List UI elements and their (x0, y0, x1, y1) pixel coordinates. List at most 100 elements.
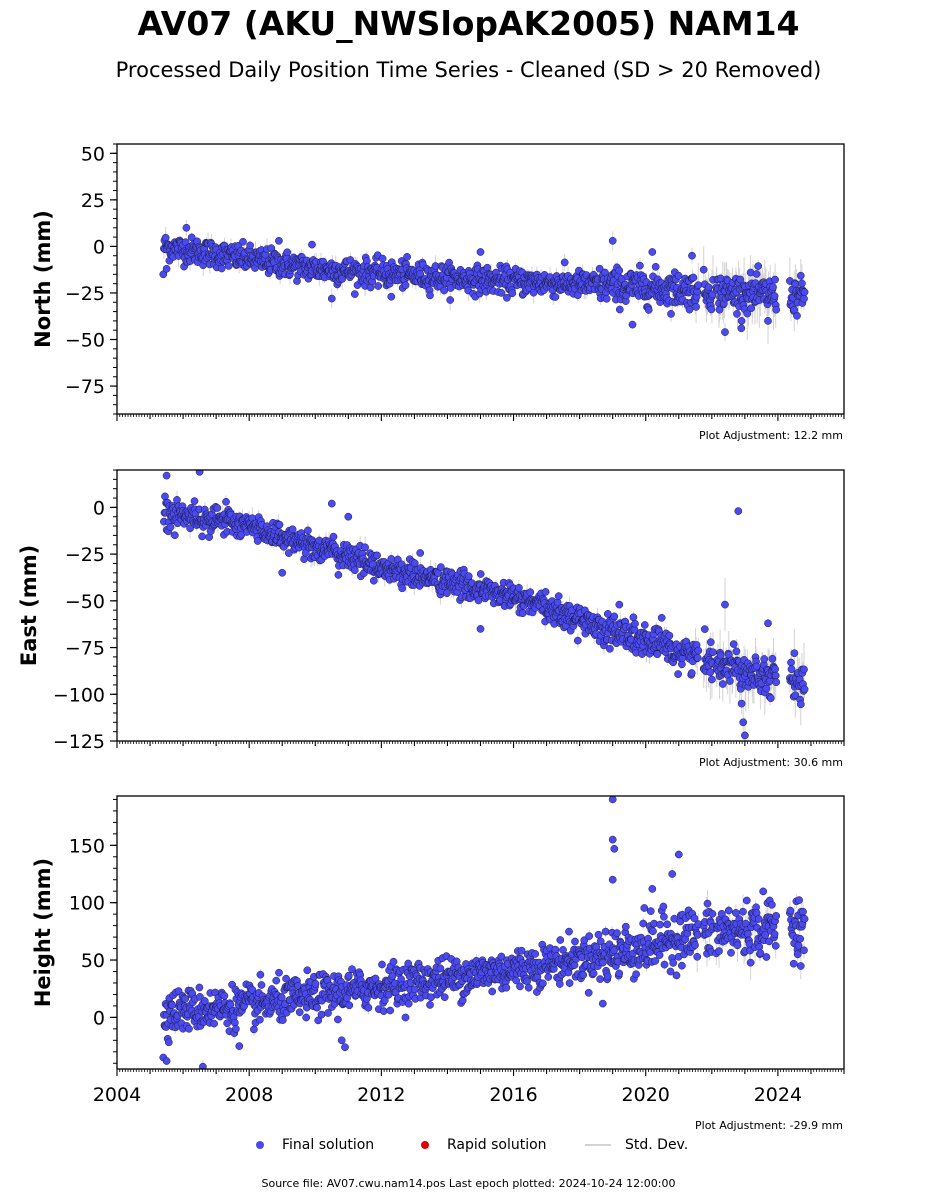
data-point (278, 1016, 287, 1024)
data-point (732, 647, 741, 656)
y-tick-label: 0 (93, 236, 105, 258)
data-point (706, 668, 715, 677)
data-point (685, 305, 694, 314)
data-point (387, 292, 396, 301)
east-axis-label: East (mm) (17, 545, 41, 666)
north-axis-label: North (mm) (31, 210, 55, 348)
east-plot-adjustment: Plot Adjustment: 30.6 mm (699, 756, 843, 769)
data-point (796, 271, 805, 280)
y-tick-label: −25 (65, 283, 105, 305)
data-point (410, 559, 419, 568)
north-panel: 50 25 0 −25 −50 −75 North (mm) Plot Adjustment:… (31, 143, 845, 442)
north-data-points (159, 219, 809, 344)
data-point (733, 310, 741, 318)
data-point (311, 979, 320, 988)
data-point (718, 680, 727, 688)
data-point (771, 671, 780, 680)
data-point (503, 293, 511, 302)
data-point (517, 946, 526, 955)
data-point (223, 1019, 232, 1028)
data-point (170, 531, 179, 540)
data-point (302, 1013, 311, 1022)
data-point (721, 600, 729, 609)
data-point (651, 262, 660, 271)
data-point (246, 241, 254, 250)
data-point (369, 576, 378, 585)
data-point (687, 669, 696, 677)
data-point (181, 994, 190, 1003)
data-point (344, 971, 353, 980)
data-point (213, 504, 222, 512)
data-point (182, 223, 191, 232)
data-point (716, 651, 725, 660)
east-points-group (160, 470, 809, 740)
data-point (275, 520, 284, 529)
data-point (790, 649, 799, 658)
data-point (772, 678, 781, 687)
data-point (556, 936, 565, 944)
data-point (734, 507, 743, 515)
east-panel: 0 −25 −50 −75 −100 −125 East (mm) Plot Adjustme… (17, 469, 845, 769)
y-tick-label: 0 (93, 497, 105, 519)
data-point (747, 304, 756, 313)
data-point (551, 945, 560, 954)
data-point (648, 248, 657, 256)
data-point (508, 289, 517, 298)
data-point (800, 288, 809, 296)
data-point (387, 555, 396, 563)
data-point (708, 675, 716, 684)
data-point (186, 524, 194, 533)
data-point (371, 974, 380, 983)
height-points-group (159, 796, 809, 1069)
data-point (800, 685, 809, 694)
data-point (275, 236, 283, 245)
data-point (793, 311, 801, 320)
data-point (518, 609, 527, 618)
data-point (224, 262, 233, 270)
data-point (737, 317, 746, 325)
data-point (404, 959, 413, 968)
data-point (667, 310, 675, 318)
data-point (483, 263, 492, 272)
data-point (314, 1016, 323, 1025)
data-point (476, 625, 485, 633)
data-point (239, 237, 247, 246)
north-plot-adjustment: Plot Adjustment: 12.2 mm (699, 429, 843, 442)
data-point (787, 658, 795, 667)
data-point (608, 236, 617, 245)
data-point (800, 665, 808, 674)
data-point (615, 305, 624, 314)
data-point (497, 289, 506, 297)
data-point (516, 982, 524, 991)
data-point (426, 291, 434, 300)
data-point (771, 275, 779, 284)
data-point (378, 254, 387, 263)
data-point (629, 613, 638, 622)
height-data-points (159, 796, 809, 1069)
data-point (791, 691, 800, 700)
data-point (764, 619, 772, 628)
data-point (256, 970, 265, 979)
data-point (256, 1015, 264, 1024)
data-point (398, 584, 407, 593)
data-point (282, 974, 290, 983)
data-point (416, 549, 425, 557)
data-point (688, 251, 696, 260)
data-point (551, 293, 560, 301)
data-point (752, 270, 761, 278)
data-point (692, 303, 700, 311)
data-point (610, 612, 619, 621)
data-point (497, 952, 506, 961)
data-point (437, 563, 445, 571)
data-point (329, 532, 338, 541)
data-point (554, 592, 563, 600)
data-point (404, 999, 413, 1008)
data-point (539, 979, 547, 988)
data-point (267, 244, 276, 252)
data-point (195, 983, 204, 992)
data-point (636, 261, 644, 270)
data-point (232, 1025, 240, 1033)
data-point (526, 588, 535, 597)
data-point (476, 248, 485, 256)
data-point (304, 526, 312, 535)
